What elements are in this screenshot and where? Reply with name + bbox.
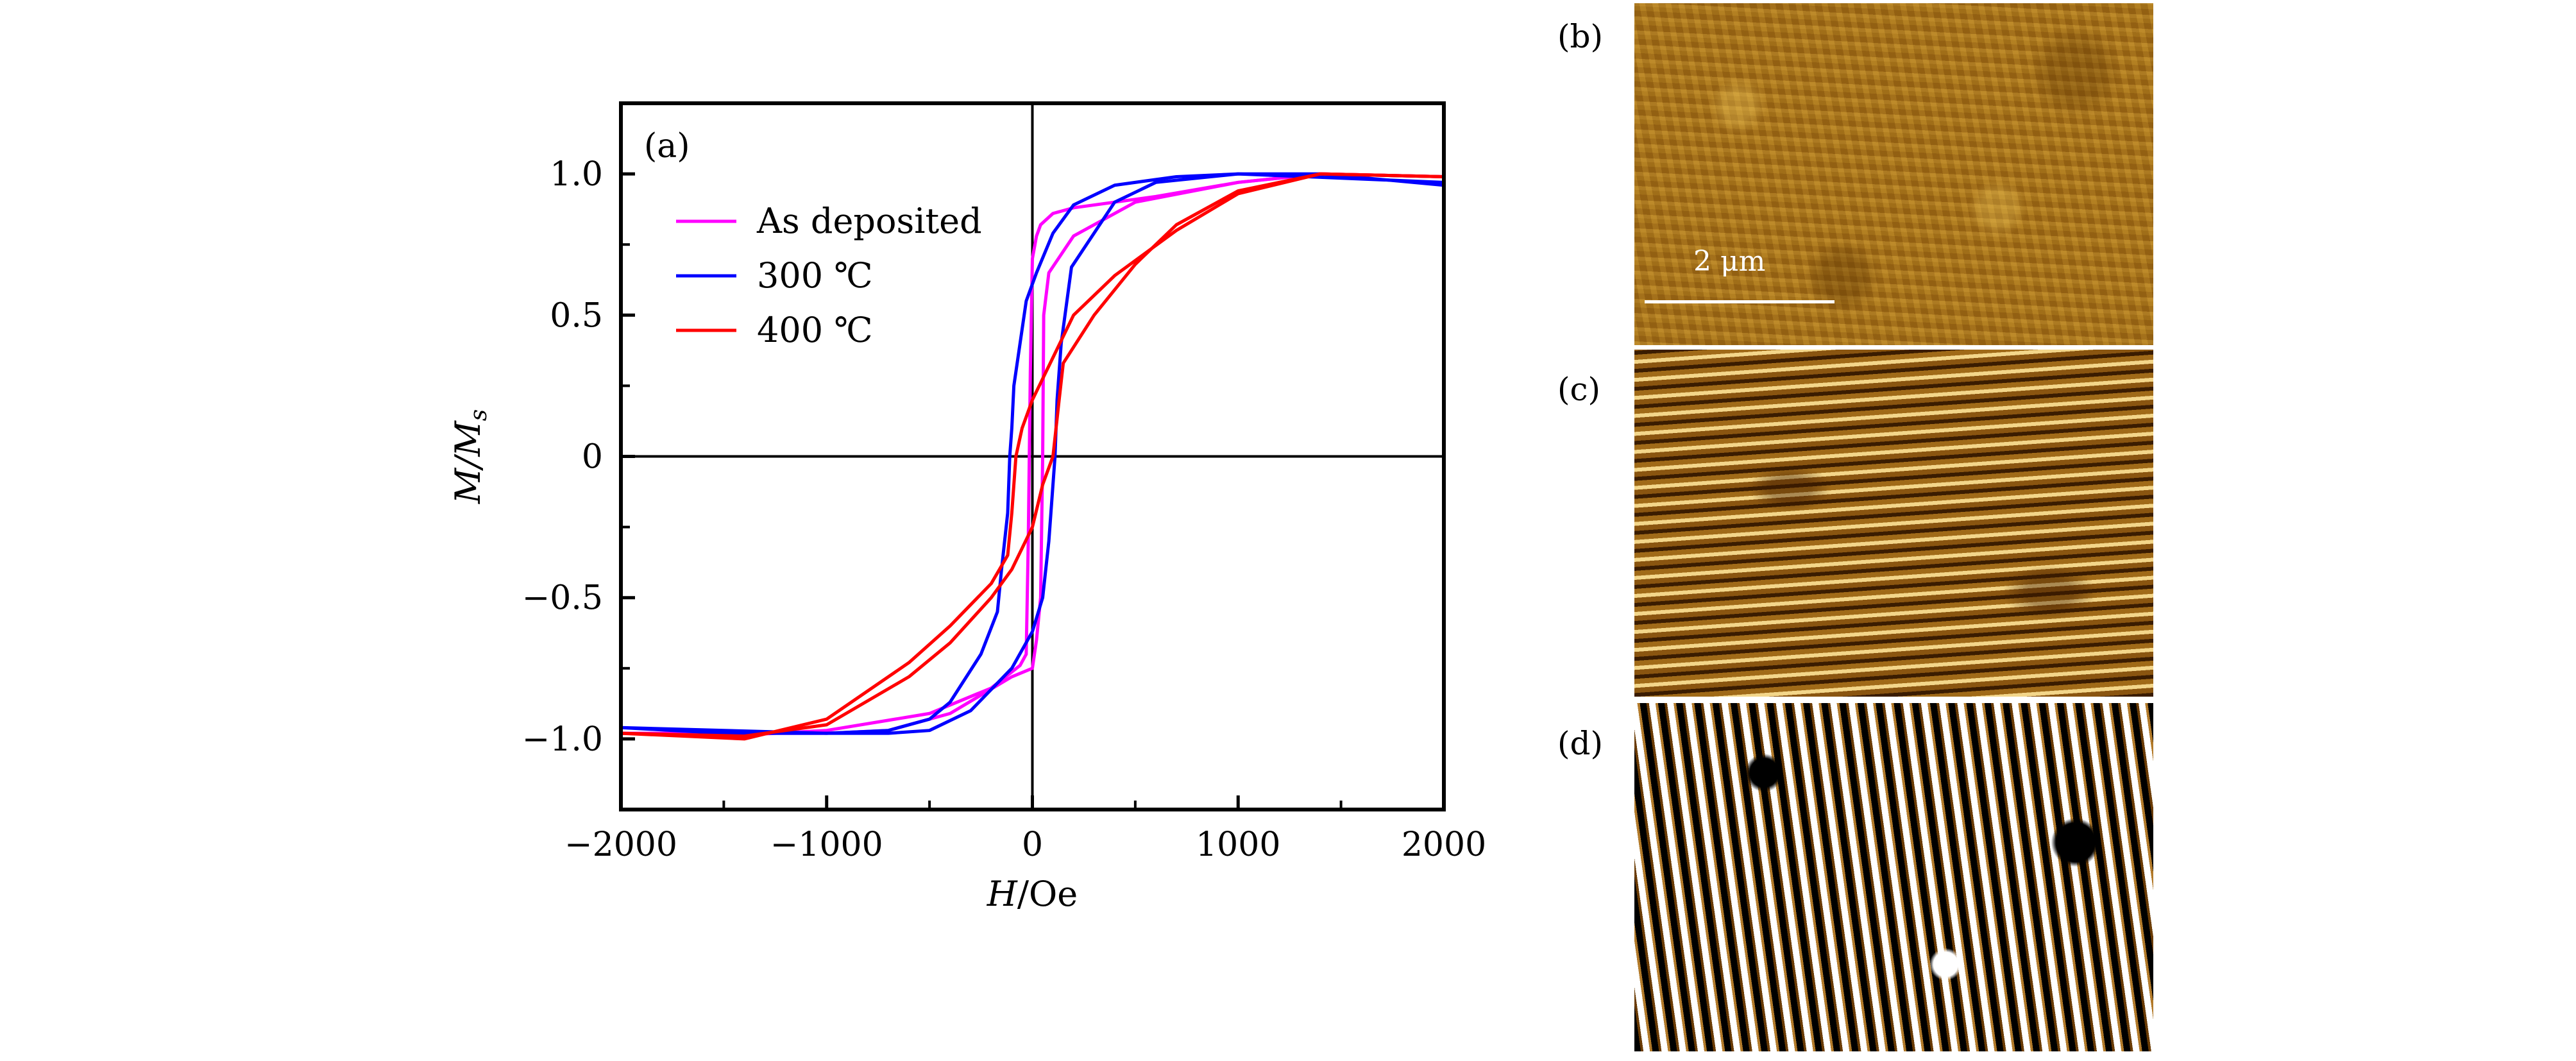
image-separator	[1634, 345, 2153, 349]
x-tick-label: −1000	[770, 826, 883, 864]
legend-label: 400 ℃	[757, 310, 873, 350]
legend-label: 300 ℃	[757, 255, 873, 296]
y-tick-label: 1.0	[550, 155, 603, 194]
hysteresis-chart: −2000 −1000 0 1000 2000 −1.0 −0.5 0 0.5 1.0 H/Oe M/…	[448, 101, 1486, 914]
image-separator	[1634, 698, 2153, 702]
series-1-branch-0	[620, 172, 1445, 735]
series-2-branch-1	[620, 172, 1445, 738]
x-tick-label: 0	[1022, 826, 1043, 864]
afm-image-b	[1634, 3, 2153, 345]
x-tick-label: 1000	[1196, 826, 1280, 864]
panel-label-d: (d)	[1557, 725, 1604, 762]
x-tick-label: −2000	[564, 826, 677, 864]
series-2-branch-0	[620, 172, 1445, 741]
panel-label-a: (a)	[644, 127, 690, 166]
y-axis-label: M/Ms	[448, 409, 492, 504]
x-tick-label: 2000	[1402, 826, 1486, 864]
y-tick-label: 0	[582, 438, 603, 477]
legend-label: As deposited	[756, 201, 982, 241]
scale-bar-label: 2 μm	[1693, 245, 1766, 278]
y-tick-label: −0.5	[522, 579, 603, 618]
panel-label-b: (b)	[1557, 18, 1604, 55]
y-tick-label: 0.5	[550, 296, 603, 335]
series-1-branch-1	[620, 172, 1445, 735]
afm-image-d	[1634, 703, 2153, 1051]
afm-image-c	[1634, 350, 2153, 697]
scale-bar	[1645, 300, 1835, 303]
panel-label-c: (c)	[1557, 371, 1601, 408]
y-tick-label: −1.0	[522, 720, 603, 759]
x-axis-label: H/Oe	[987, 874, 1078, 914]
